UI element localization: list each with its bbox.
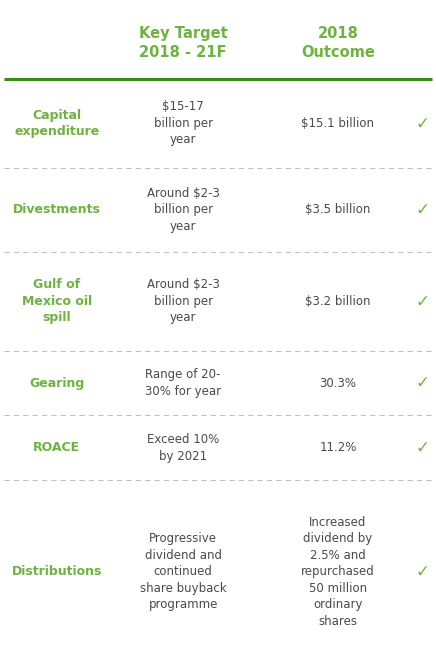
Text: 11.2%: 11.2%	[319, 442, 357, 454]
Text: ROACE: ROACE	[33, 442, 80, 454]
Text: Around $2-3
billion per
year: Around $2-3 billion per year	[146, 187, 220, 233]
Text: ✓: ✓	[415, 374, 429, 392]
Text: ✓: ✓	[415, 201, 429, 219]
Text: ✓: ✓	[415, 563, 429, 581]
Text: Capital
expenditure: Capital expenditure	[14, 109, 99, 138]
Text: $3.2 billion: $3.2 billion	[305, 295, 371, 308]
Text: $15.1 billion: $15.1 billion	[301, 117, 375, 130]
Text: Key Target
2018 - 21F: Key Target 2018 - 21F	[139, 26, 228, 60]
Text: 30.3%: 30.3%	[320, 377, 356, 390]
Text: 2018
Outcome: 2018 Outcome	[301, 26, 375, 60]
Text: ✓: ✓	[415, 115, 429, 133]
Text: Distributions: Distributions	[11, 565, 102, 578]
Text: $15-17
billion per
year: $15-17 billion per year	[153, 100, 213, 147]
Text: Increased
dividend by
2.5% and
repurchased
50 million
ordinary
shares: Increased dividend by 2.5% and repurchas…	[301, 516, 375, 628]
Text: Gearing: Gearing	[29, 377, 84, 390]
Text: Gulf of
Mexico oil
spill: Gulf of Mexico oil spill	[22, 279, 92, 324]
Text: Around $2-3
billion per
year: Around $2-3 billion per year	[146, 279, 220, 324]
Text: Range of 20-
30% for year: Range of 20- 30% for year	[145, 369, 221, 398]
Text: $3.5 billion: $3.5 billion	[305, 204, 371, 216]
Text: Divestments: Divestments	[13, 204, 101, 216]
Text: ✓: ✓	[415, 293, 429, 310]
Text: Progressive
dividend and
continued
share buyback
programme: Progressive dividend and continued share…	[140, 532, 226, 611]
Text: ✓: ✓	[415, 439, 429, 457]
Text: Exceed 10%
by 2021: Exceed 10% by 2021	[147, 433, 219, 462]
